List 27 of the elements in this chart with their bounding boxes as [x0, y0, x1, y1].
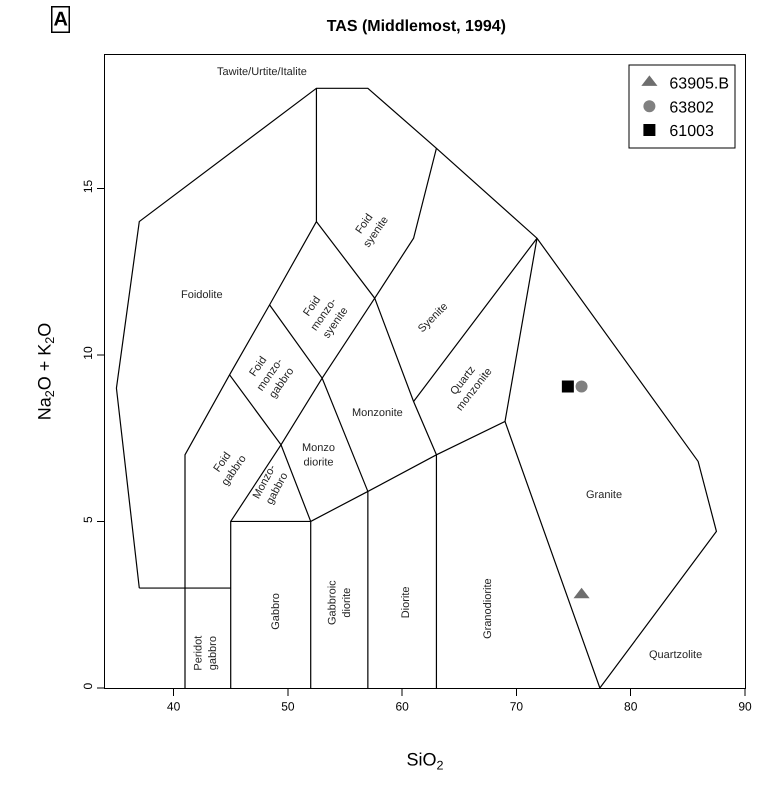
annotation: Peridot gabbro [192, 636, 219, 671]
y-tick-label: 5 [81, 516, 96, 523]
annotation: Gabbro [270, 593, 282, 630]
x-tick-label: 90 [738, 699, 752, 714]
legend-label: 61003 [669, 123, 714, 140]
x-axis-title: SiO$_{2}$ [406, 750, 444, 772]
x-tick-label: 80 [624, 699, 638, 714]
chart-title: TAS (Middlemost, 1994) [326, 18, 506, 36]
x-tick-label: 70 [510, 699, 524, 714]
y-tick-label: 10 [81, 346, 96, 360]
annotation: Quartzolite [649, 649, 702, 661]
y-tick-label: 15 [81, 179, 96, 194]
y-tick-label: 0 [81, 682, 96, 690]
text: A [54, 8, 68, 30]
annotation: Gabbroic diorite [326, 580, 353, 625]
annotation: Foidolite [181, 289, 223, 301]
x-tick-label: 40 [166, 699, 181, 714]
annotation: Tawite/Urtite/Italite [217, 66, 307, 78]
legend-label: 63905.B [669, 76, 730, 93]
annotation: Granite [586, 489, 622, 501]
annotation: Diorite [400, 586, 412, 618]
annotation: Monzonite [352, 407, 403, 419]
x-tick-label: 50 [281, 699, 295, 714]
annotation: Monzo diorite [302, 442, 336, 468]
x-tick-label: 60 [395, 699, 410, 714]
legend-label: 63802 [669, 99, 714, 116]
annotation: Granodiorite [482, 578, 494, 639]
